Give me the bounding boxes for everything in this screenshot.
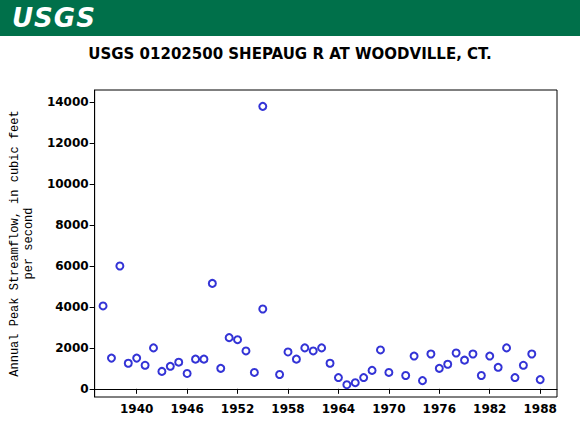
- svg-text:USGS 01202500 SHEPAUG R AT WOO: USGS 01202500 SHEPAUG R AT WOODVILLE, CT…: [88, 45, 491, 63]
- svg-text:1952: 1952: [221, 402, 254, 416]
- svg-text:14000: 14000: [47, 95, 89, 109]
- svg-text:1958: 1958: [271, 402, 304, 416]
- html-text:USGS: USGS: [12, 3, 96, 33]
- svg-text:6000: 6000: [55, 259, 88, 273]
- svg-text:Annual Peak Streamflow, in cub: Annual Peak Streamflow, in cubic feet: [8, 110, 22, 376]
- svg-text:1982: 1982: [473, 402, 506, 416]
- svg-text:per second: per second: [22, 207, 36, 279]
- svg-text:1940: 1940: [120, 402, 153, 416]
- svg-text:4000: 4000: [55, 300, 88, 314]
- svg-text:10000: 10000: [47, 177, 89, 191]
- svg-text:1976: 1976: [423, 402, 456, 416]
- svg-text:0: 0: [80, 382, 88, 396]
- svg-text:12000: 12000: [47, 136, 89, 150]
- svg-text:8000: 8000: [55, 218, 88, 232]
- svg-text:1988: 1988: [523, 402, 556, 416]
- svg-text:1970: 1970: [372, 402, 405, 416]
- svg-text:2000: 2000: [55, 341, 88, 355]
- svg-text:1946: 1946: [170, 402, 203, 416]
- svg-text:1964: 1964: [322, 402, 355, 416]
